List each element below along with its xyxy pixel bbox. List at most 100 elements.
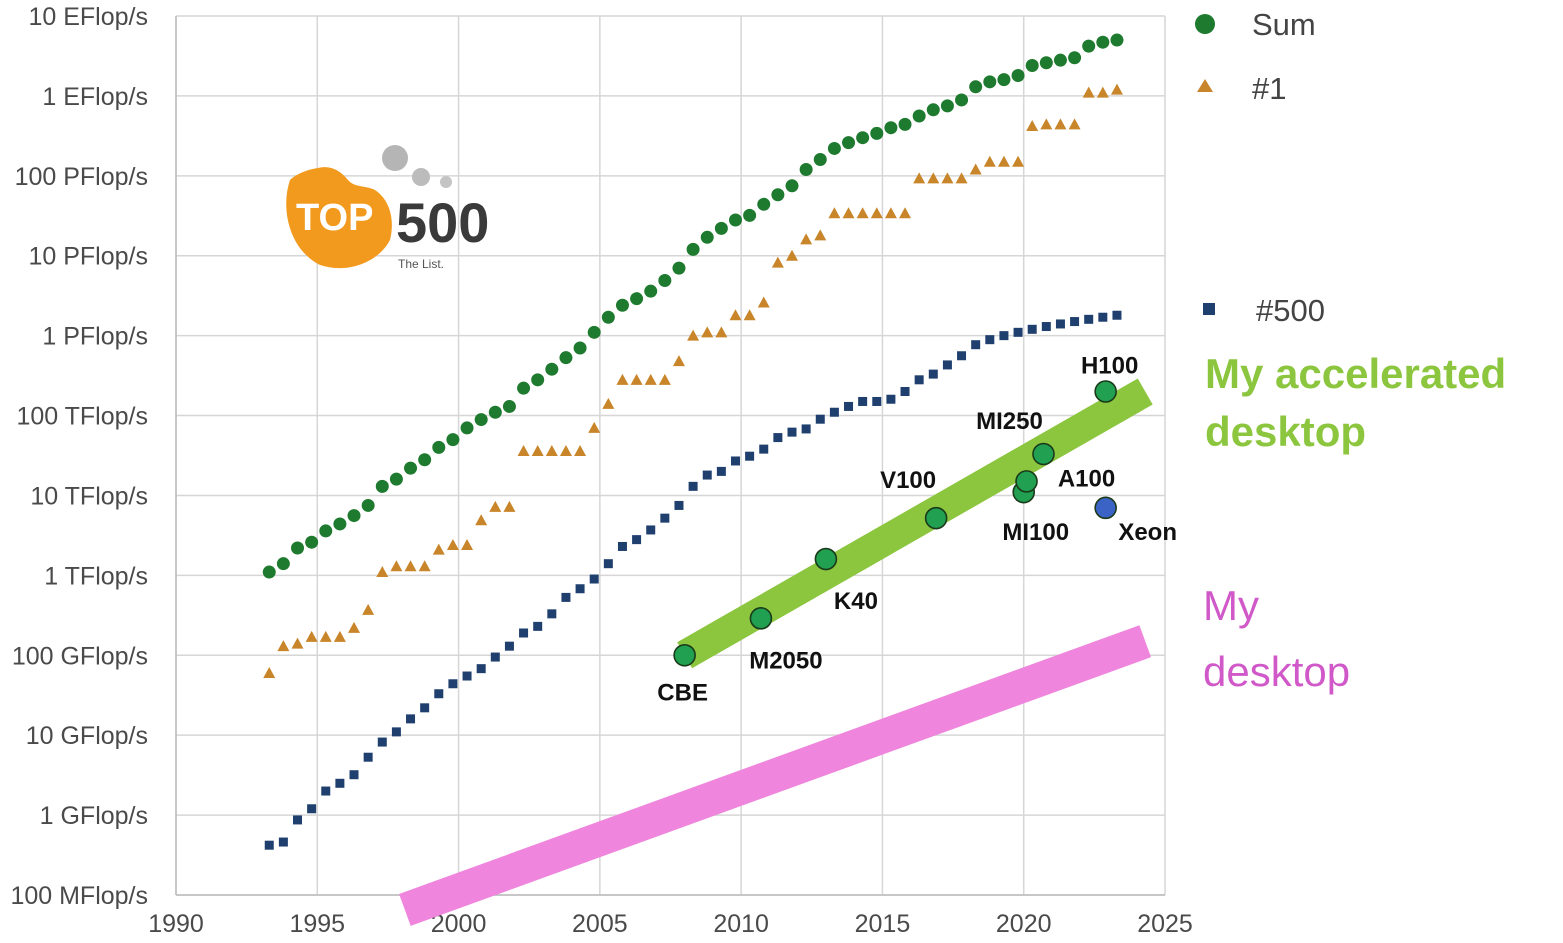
data-point-1 [687, 329, 700, 341]
data-point-sum [983, 75, 997, 89]
data-point-500 [603, 559, 613, 569]
data-point-xeon [1094, 496, 1117, 520]
data-point-1 [955, 172, 968, 184]
logo-bubble-small [440, 176, 452, 188]
data-point-1 [305, 630, 318, 642]
data-point-1 [503, 500, 516, 512]
data-point-500 [391, 727, 401, 737]
data-point-1 [475, 514, 488, 526]
data-point-500 [801, 424, 811, 434]
data-point-500 [575, 584, 585, 594]
data-point-sum [375, 479, 389, 493]
legend-label: #1 [1252, 71, 1286, 106]
y-tick-label: 10 TFlop/s [30, 482, 148, 510]
data-point-sum [474, 413, 488, 427]
data-point-1 [404, 560, 417, 572]
data-point-1 [856, 207, 869, 219]
data-point-sum [432, 440, 446, 454]
data-point-sum [502, 399, 516, 413]
data-point-1 [616, 373, 629, 385]
y-tick-label: 1 TFlop/s [44, 562, 148, 590]
data-point-sum [1082, 39, 1096, 53]
data-point-500 [547, 609, 557, 619]
point-label-xeon: Xeon [1118, 519, 1177, 546]
y-tick-label: 100 PFlop/s [15, 163, 148, 191]
logo-orange-flame [286, 167, 392, 269]
plot-axes [175, 16, 1165, 896]
series-cpu: Xeon [1094, 496, 1177, 546]
data-point-500 [759, 444, 769, 454]
data-point-500 [1084, 314, 1094, 324]
data-point-1 [800, 233, 813, 245]
data-point-500 [377, 737, 387, 747]
data-point-cbe [673, 643, 696, 667]
data-point-1 [263, 667, 276, 679]
data-point-1 [757, 296, 770, 308]
data-point-1 [927, 172, 940, 184]
data-point-500 [420, 703, 430, 713]
data-point-1 [828, 207, 841, 219]
data-point-sum [785, 179, 799, 193]
data-point-500 [278, 837, 288, 847]
data-point-sum [531, 373, 545, 387]
data-point-sum [587, 325, 601, 339]
y-tick-label: 100 MFlop/s [10, 882, 148, 910]
data-point-1 [969, 163, 982, 175]
data-point-500 [1027, 324, 1037, 334]
data-point-sum [460, 421, 474, 435]
series-sum [262, 33, 1124, 579]
data-point-sum [870, 126, 884, 140]
data-point-500 [900, 386, 910, 396]
data-point-1 [786, 249, 799, 261]
data-point-sum [1053, 53, 1067, 67]
data-point-1 [672, 355, 685, 367]
data-point-1 [489, 500, 502, 512]
point-label-k40: K40 [834, 588, 878, 615]
y-tick-label: 1 EFlop/s [42, 83, 148, 111]
data-point-sum [347, 509, 361, 523]
y-tick-label: 10 EFlop/s [28, 3, 148, 31]
data-point-1 [390, 560, 403, 572]
data-point-1 [574, 445, 587, 457]
data-point-sum [1011, 69, 1025, 83]
data-point-500 [858, 396, 868, 406]
data-point-sum [884, 121, 898, 135]
data-point-500 [462, 671, 472, 681]
data-point-500 [1070, 317, 1080, 327]
data-point-sum [262, 565, 276, 579]
y-tick-labels: 100 MFlop/s 1 GFlop/s 10 GFlop/s 100 GFlop/… [10, 3, 148, 910]
data-point-500 [434, 689, 444, 699]
data-point-sum [305, 535, 319, 549]
data-point-sum [319, 524, 333, 538]
legend-marker-sum [1195, 14, 1215, 34]
data-point-500 [307, 804, 317, 814]
data-point-500 [886, 394, 896, 404]
data-point-sum [418, 453, 432, 467]
x-tick-label: 2025 [1137, 910, 1193, 938]
data-point-1 [362, 603, 375, 615]
data-point-500 [293, 815, 303, 825]
data-point-sum [728, 213, 742, 227]
data-point-500 [985, 335, 995, 345]
data-point-500 [321, 786, 331, 796]
data-point-500 [660, 513, 670, 523]
data-point-500 [519, 628, 529, 638]
y-tick-label: 100 TFlop/s [16, 403, 148, 431]
x-tick-label: 2020 [996, 910, 1052, 938]
legend-label: Sum [1252, 7, 1316, 42]
data-point-sum [940, 99, 954, 113]
y-tick-label: 1 GFlop/s [40, 802, 148, 830]
data-point-sum [488, 405, 502, 419]
data-point-500 [957, 351, 967, 361]
data-point-sum [969, 80, 983, 94]
data-point-500 [561, 592, 571, 602]
data-point-500 [844, 401, 854, 411]
band-label: My accelerated [1205, 350, 1506, 397]
data-point-sum [771, 188, 785, 202]
data-point-sum [912, 109, 926, 123]
data-point-500 [971, 340, 981, 350]
x-tick-label: 1995 [289, 910, 345, 938]
data-point-sum [757, 197, 771, 211]
point-label-v100: V100 [880, 467, 936, 494]
